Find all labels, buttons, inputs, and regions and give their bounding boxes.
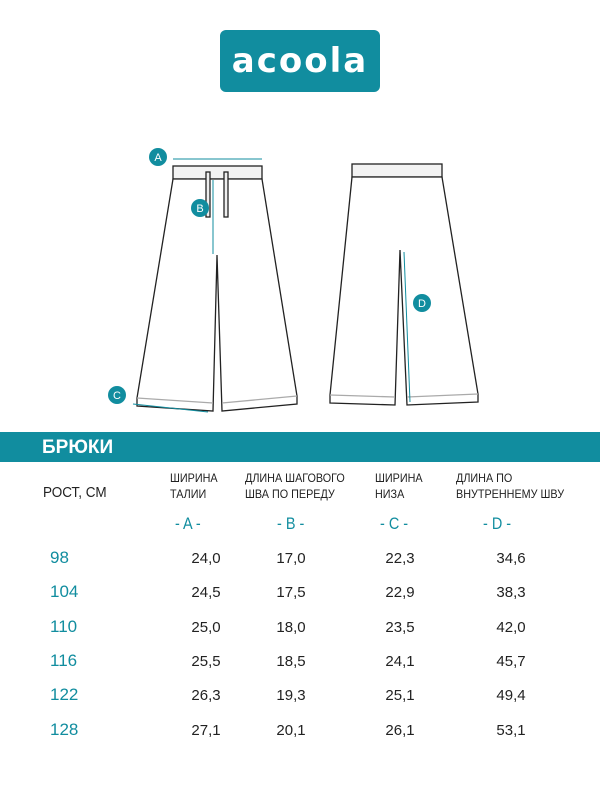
pants-diagram: A B C D xyxy=(108,148,479,413)
column-header-a: ШИРИНА ТАЛИИ xyxy=(170,471,218,501)
column-header-d: ДЛИНА ПО ВНУТРЕННЕМУ ШВУ xyxy=(456,471,565,501)
column-letter-d: - D - xyxy=(483,514,512,533)
column-letter-c: - C - xyxy=(380,514,409,533)
row-height: 98 xyxy=(50,548,69,567)
column-header-b: ДЛИНА ШАГОВОГО ШВА ПО ПЕРЕДУ xyxy=(245,471,345,501)
table-cell: 20,1 xyxy=(276,721,306,739)
table-cell: 27,1 xyxy=(191,721,221,739)
table-cell: 38,3 xyxy=(496,584,526,602)
table-cell: 53,1 xyxy=(496,721,526,739)
table-cell: 34,6 xyxy=(496,550,526,567)
row-height: 128 xyxy=(50,719,79,739)
marker-b: B xyxy=(196,203,203,215)
column-header-c: ШИРИНА НИЗА xyxy=(375,471,423,501)
column-letter-a: - A - xyxy=(175,514,201,533)
table-cell: 25,1 xyxy=(385,687,415,705)
row-header: РОСТ, СМ xyxy=(43,484,107,501)
section-band: БРЮКИ xyxy=(0,432,600,462)
table-cell: 24,0 xyxy=(191,550,221,567)
table-cell: 22,9 xyxy=(385,584,415,602)
table-cell: 26,3 xyxy=(191,687,221,705)
measure-lines xyxy=(132,158,411,413)
table-cell: 19,3 xyxy=(276,687,306,705)
row-height: 116 xyxy=(50,650,78,670)
table-cell: 26,1 xyxy=(385,721,415,739)
marker-c: C xyxy=(113,390,121,402)
table-cell: 25,5 xyxy=(191,652,221,670)
row-height: 110 xyxy=(50,616,78,636)
brand-logo: acoola xyxy=(220,30,380,92)
marker-badges xyxy=(108,148,431,404)
table-cell: 24,1 xyxy=(385,652,415,670)
table-cell: 17,0 xyxy=(276,550,306,567)
column-letter-b: - B - xyxy=(277,514,305,533)
table-cell: 23,5 xyxy=(385,618,415,636)
table-cell: 22,3 xyxy=(385,550,415,567)
back-pants xyxy=(329,163,479,406)
front-pants xyxy=(136,165,298,412)
row-height: 122 xyxy=(50,685,79,705)
table-cell: 18,5 xyxy=(276,652,306,670)
table-cell: 49,4 xyxy=(496,687,526,705)
table-cell: 24,5 xyxy=(191,584,221,602)
section-title: БРЮКИ xyxy=(42,437,114,458)
table-cell: 25,0 xyxy=(191,618,221,636)
marker-d: D xyxy=(418,298,426,310)
table-cell: 45,7 xyxy=(496,652,526,670)
logo-text: acoola xyxy=(231,41,369,81)
table-cell: 18,0 xyxy=(276,618,306,636)
marker-a: A xyxy=(154,152,162,164)
table-cell: 42,0 xyxy=(496,618,526,636)
table-cell: 17,5 xyxy=(276,584,306,602)
row-height: 104 xyxy=(50,582,79,602)
